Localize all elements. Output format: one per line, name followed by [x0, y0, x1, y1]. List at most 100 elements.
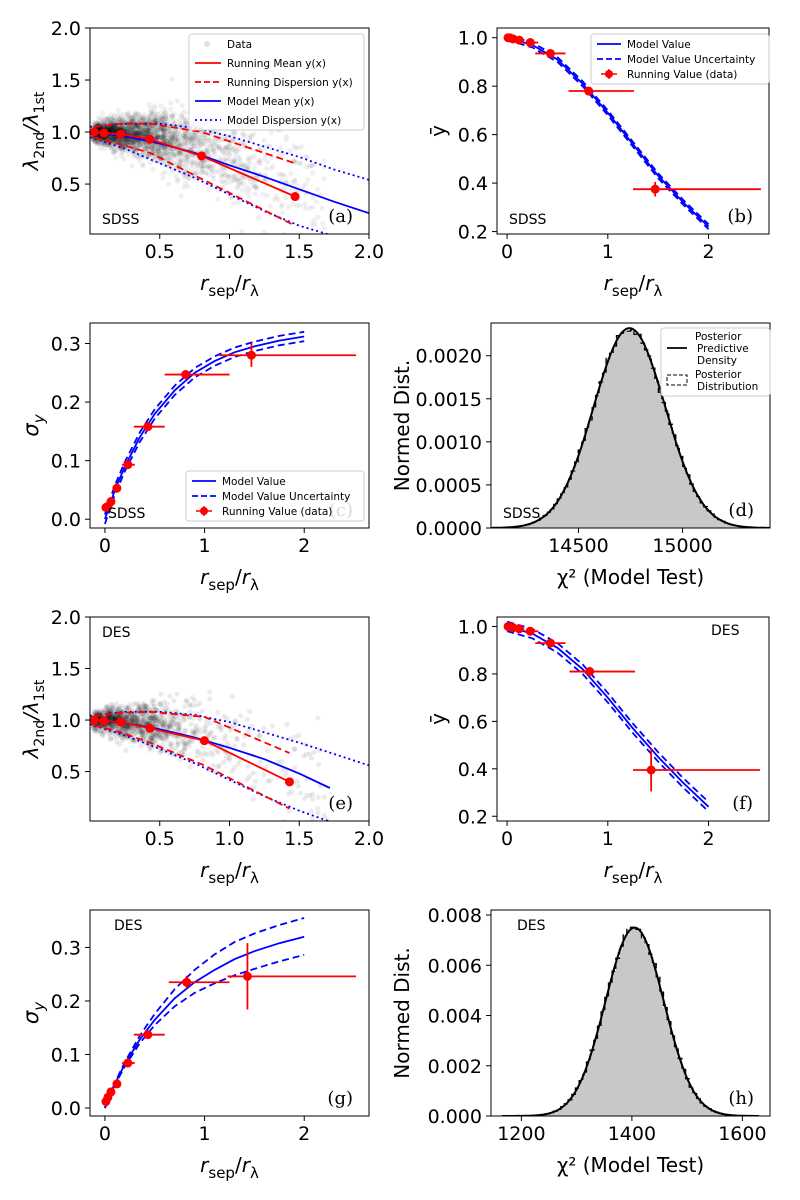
data-point	[195, 143, 201, 150]
data-point	[319, 205, 325, 211]
x-axis-label: χ² (Model Test)	[557, 1153, 704, 1177]
data-point	[230, 146, 236, 152]
data-point	[162, 146, 168, 152]
data-point	[211, 149, 217, 155]
data-point	[240, 143, 246, 149]
data-point	[141, 117, 147, 123]
data-point	[144, 121, 150, 127]
legend-entry: Data	[227, 39, 252, 51]
data-point	[109, 716, 115, 722]
data-point	[186, 145, 192, 151]
data-point	[111, 149, 117, 155]
legend-entry: Model Value	[222, 476, 286, 488]
data-point	[153, 135, 159, 141]
data-point	[210, 175, 216, 182]
data-point	[134, 140, 140, 146]
data-point	[137, 130, 143, 136]
legend-data-symbol	[204, 41, 210, 47]
data-point	[131, 715, 137, 721]
data-point	[161, 129, 167, 135]
data-point	[214, 143, 220, 149]
data-point	[121, 726, 127, 732]
data-point	[278, 145, 284, 151]
data-point	[96, 141, 102, 147]
data-point	[251, 784, 257, 790]
data-point	[171, 111, 177, 117]
y-tick-label: 0.5	[51, 174, 81, 196]
running-mean-marker	[90, 715, 99, 725]
data-point	[119, 124, 126, 130]
data-point	[155, 132, 161, 138]
panel-d: 14500 150000.00000.00050.00100.00150.0020…	[390, 322, 771, 589]
data-point	[153, 113, 159, 119]
data-point	[315, 715, 321, 721]
data-point	[190, 133, 197, 139]
data-point	[321, 812, 327, 818]
data-point	[190, 715, 196, 721]
data-point	[194, 160, 200, 166]
x-axis-label-part: sep	[208, 1164, 235, 1182]
data-point	[234, 735, 240, 741]
data-point	[186, 175, 192, 181]
x-tick-label: 1400	[608, 1123, 656, 1145]
data-point	[151, 735, 157, 741]
data-point	[169, 137, 175, 143]
data-point	[112, 112, 118, 119]
data-point	[125, 724, 131, 730]
x-axis-label-part: r	[645, 858, 655, 882]
data-point	[137, 719, 143, 725]
data-point	[163, 732, 170, 738]
data-point	[293, 145, 299, 151]
data-point	[109, 715, 115, 722]
data-point	[315, 805, 321, 811]
data-point	[173, 135, 180, 141]
data-point	[128, 114, 134, 120]
x-axis-label-part: r	[604, 858, 614, 882]
legend-marker-symbol	[200, 507, 208, 515]
data-point	[110, 127, 116, 133]
data-point	[108, 708, 114, 714]
data-point	[267, 778, 273, 784]
data-point	[126, 724, 132, 730]
data-point	[161, 150, 167, 156]
data-point	[183, 154, 190, 160]
data-point	[107, 735, 113, 742]
data-point	[189, 140, 195, 146]
data-point	[218, 725, 225, 731]
data-point	[135, 706, 141, 713]
data-point	[222, 732, 228, 739]
data-point	[189, 728, 195, 734]
data-point	[131, 140, 138, 146]
data-point	[262, 155, 268, 162]
data-point	[110, 136, 116, 142]
data-point	[105, 142, 111, 148]
data-point	[191, 143, 197, 149]
data-point	[223, 172, 229, 178]
legend-entry: Model Dispersion y(x)	[227, 115, 341, 127]
data-point	[261, 772, 267, 778]
data-point	[112, 119, 119, 125]
y-tick-label: 0.004	[428, 1006, 482, 1028]
data-point	[138, 126, 144, 132]
data-point	[184, 120, 190, 126]
data-point	[113, 125, 119, 131]
data-point	[170, 112, 176, 119]
data-point	[164, 138, 170, 144]
data-point	[156, 148, 162, 154]
data-point	[203, 147, 209, 153]
data-point	[131, 714, 137, 720]
data-point	[189, 162, 195, 169]
data-point	[128, 126, 134, 132]
data-point	[141, 140, 147, 146]
data-point	[104, 141, 111, 147]
model-value-line	[104, 335, 305, 520]
data-point	[160, 151, 166, 157]
data-point	[260, 146, 266, 152]
data-point	[165, 139, 171, 145]
data-point	[121, 138, 127, 144]
data-point	[126, 127, 132, 133]
data-point	[205, 165, 211, 171]
data-point	[146, 128, 153, 134]
data-point	[169, 128, 175, 134]
